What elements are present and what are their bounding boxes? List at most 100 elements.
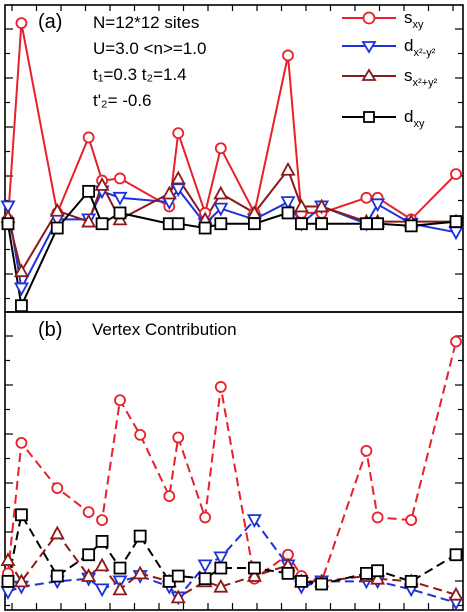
legend-sub-s-xy: xy bbox=[413, 19, 425, 31]
panel-a-point-d-xy bbox=[113, 206, 127, 220]
panel-a-point-s-x2-y2 bbox=[170, 170, 186, 185]
panel-b-point-d-xy bbox=[113, 561, 127, 575]
panel-b-point-d-xy bbox=[133, 529, 147, 543]
panel-b-label: (b) bbox=[38, 319, 62, 341]
panel-b-title: Vertex Contribution bbox=[92, 320, 237, 339]
param-t1-t2: t₁=0.3 t₂=1.4 bbox=[93, 65, 187, 84]
panel-b-point-s-xy bbox=[199, 511, 212, 524]
legend-item-d-xy: dxy bbox=[342, 107, 425, 130]
panel-b-point-s-x2-y2 bbox=[132, 565, 148, 580]
panel-b-point-s-x2-y2 bbox=[246, 568, 262, 582]
panel-a-point-s-xy bbox=[172, 127, 185, 140]
panel-a-point-s-x2-y2 bbox=[49, 202, 65, 217]
panel-a-point-d-xy bbox=[214, 217, 228, 231]
legend-label-s-xy: s bbox=[404, 8, 413, 27]
panel-b-point-s-x2-y2 bbox=[370, 570, 386, 585]
panel-b-point-s-xy bbox=[371, 511, 384, 524]
panel-b-point-s-x2-y2 bbox=[0, 552, 16, 566]
panel-b-point-s-x2-y2 bbox=[94, 557, 110, 572]
panel-b-point-d-xy bbox=[315, 577, 329, 591]
panel-b-point-d-x2-y2 bbox=[197, 559, 213, 574]
legend-sub-s-x2-y2: x²+y² bbox=[413, 77, 438, 89]
axis-ticks bbox=[5, 5, 463, 610]
panel-b-point-d-x2-y2 bbox=[213, 551, 229, 566]
panel-a-point-d-xy bbox=[371, 217, 385, 231]
panel-a-point-d-xy bbox=[247, 217, 261, 231]
panel-a-point-d-xy bbox=[171, 217, 185, 231]
panel-a-point-d-xy bbox=[95, 217, 109, 231]
panel-b-line-d-xy bbox=[7, 512, 457, 586]
panel-b-point-s-xy bbox=[450, 335, 462, 348]
panel-a-point-d-x2-y2 bbox=[370, 198, 386, 213]
panel-a-point-d-x2-y2 bbox=[448, 226, 464, 241]
panel-a-point-s-xy bbox=[360, 191, 373, 204]
panel-a-point-s-x2-y2 bbox=[81, 213, 97, 228]
panel-b-point-s-xy bbox=[214, 381, 227, 393]
panel-b-point-s-xy bbox=[15, 436, 28, 449]
panel-b-point-s-xy bbox=[163, 490, 176, 503]
legend-label-s-x2-y2: s bbox=[404, 66, 413, 85]
panel-a-point-d-xy bbox=[404, 219, 418, 233]
panel-a-point-s-xy bbox=[214, 142, 227, 155]
panel-b-point-d-x2-y2 bbox=[94, 583, 110, 598]
panel-b-point-d-x2-y2 bbox=[0, 586, 16, 600]
panel-b-frame bbox=[4, 311, 464, 611]
panel-a-point-d-xy bbox=[15, 299, 28, 313]
panel-b-point-s-xy bbox=[96, 514, 108, 526]
panel-a-point-d-xy bbox=[82, 184, 96, 198]
panel-a-point-d-x2-y2 bbox=[13, 282, 29, 297]
panel-b-point-d-x2-y2 bbox=[246, 514, 262, 528]
panel-b-point-s-x2-y2 bbox=[49, 525, 65, 540]
panel-b-line-d-x2-y2 bbox=[7, 518, 457, 604]
panel-b-point-s-xy bbox=[114, 394, 126, 407]
panel-a-point-s-xy bbox=[282, 49, 294, 62]
panel-a-point-d-xy bbox=[449, 215, 463, 228]
panel-b-point-d-xy bbox=[214, 561, 228, 575]
panel-b-point-d-xy bbox=[404, 574, 418, 588]
panel-b-point-d-xy bbox=[281, 566, 295, 580]
panel-b-point-s-xy bbox=[172, 431, 185, 444]
panel-b-point-d-xy bbox=[95, 535, 109, 548]
panel-b-point-d-xy bbox=[295, 574, 308, 588]
svg-text:dxy: dxy bbox=[404, 107, 425, 130]
panel-a-point-d-x2-y2 bbox=[112, 191, 128, 206]
svg-text:dx²-y²: dx²-y² bbox=[404, 36, 436, 59]
panel-a-point-d-x2-y2 bbox=[213, 202, 229, 217]
legend-marker-triangle-down bbox=[361, 41, 377, 54]
panel-a-point-d-xy bbox=[198, 221, 212, 235]
series-markers bbox=[0, 17, 464, 611]
panel-b-point-d-xy bbox=[15, 508, 28, 522]
panel-a-point-d-xy bbox=[281, 206, 295, 220]
panel-a-point-s-x2-y2 bbox=[280, 161, 296, 176]
legend-label-d-x2-y2: d bbox=[404, 36, 413, 55]
legend-item-d-x2-y2: dx²-y² bbox=[342, 36, 436, 59]
panel-b-point-s-xy bbox=[360, 444, 373, 457]
panel-a-point-d-xy bbox=[1, 217, 15, 231]
panel-b-point-s-xy bbox=[51, 482, 64, 495]
panel-a-point-s-x2-y2 bbox=[293, 198, 309, 213]
legend: sxy dx²-y² sx²+y² dxy bbox=[342, 8, 438, 130]
legend-marker-triangle-up bbox=[361, 68, 377, 81]
panel-a-point-d-x2-y2 bbox=[0, 200, 16, 215]
series-lines bbox=[7, 22, 457, 604]
panel-a-point-s-x2-y2 bbox=[94, 177, 110, 191]
param-u-n: U=3.0 <n>=1.0 bbox=[93, 39, 206, 58]
panel-b-point-s-x2-y2 bbox=[112, 581, 128, 596]
panel-a-line-d-xy bbox=[7, 189, 457, 310]
panel-b-point-d-xy bbox=[371, 564, 385, 578]
legend-marker-circle bbox=[362, 11, 376, 25]
legend-sub-d-x2-y2: x²-y² bbox=[413, 47, 435, 59]
panel-b-point-s-x2-y2 bbox=[213, 578, 229, 593]
panel-b-point-d-xy bbox=[359, 566, 373, 580]
panel-b-point-d-xy bbox=[82, 548, 96, 562]
panel-a-point-d-xy bbox=[295, 217, 308, 231]
legend-item-s-x2-y2: sx²+y² bbox=[342, 66, 438, 89]
svg-text:sxy: sxy bbox=[404, 8, 424, 31]
panel-a-line-s-xy bbox=[7, 22, 457, 221]
panel-a-point-s-x2-y2 bbox=[314, 198, 330, 213]
panel-b-point-s-x2-y2 bbox=[170, 589, 186, 604]
panel-b-line-s-x2-y2 bbox=[7, 531, 457, 599]
panel-b-point-s-x2-y2 bbox=[448, 586, 464, 601]
panel-a-point-d-xy bbox=[359, 217, 373, 231]
